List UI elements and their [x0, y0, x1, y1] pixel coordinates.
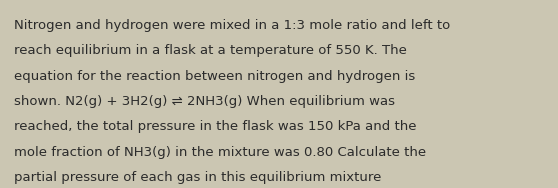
Text: Nitrogen and hydrogen were mixed in a 1:3 mole ratio and left to: Nitrogen and hydrogen were mixed in a 1:… — [14, 19, 450, 32]
Text: mole fraction of NH3(g) in the mixture was 0.80 Calculate the: mole fraction of NH3(g) in the mixture w… — [14, 146, 426, 159]
Text: reached, the total pressure in the flask was 150 kPa and the: reached, the total pressure in the flask… — [14, 120, 416, 133]
Text: partial pressure of each gas in this equilibrium mixture: partial pressure of each gas in this equ… — [14, 171, 381, 184]
Text: equation for the reaction between nitrogen and hydrogen is: equation for the reaction between nitrog… — [14, 70, 415, 83]
Text: reach equilibrium in a flask at a temperature of 550 K. The: reach equilibrium in a flask at a temper… — [14, 44, 407, 57]
Text: shown. N2(g) + 3H2(g) ⇌ 2NH3(g) When equilibrium was: shown. N2(g) + 3H2(g) ⇌ 2NH3(g) When equ… — [14, 95, 395, 108]
